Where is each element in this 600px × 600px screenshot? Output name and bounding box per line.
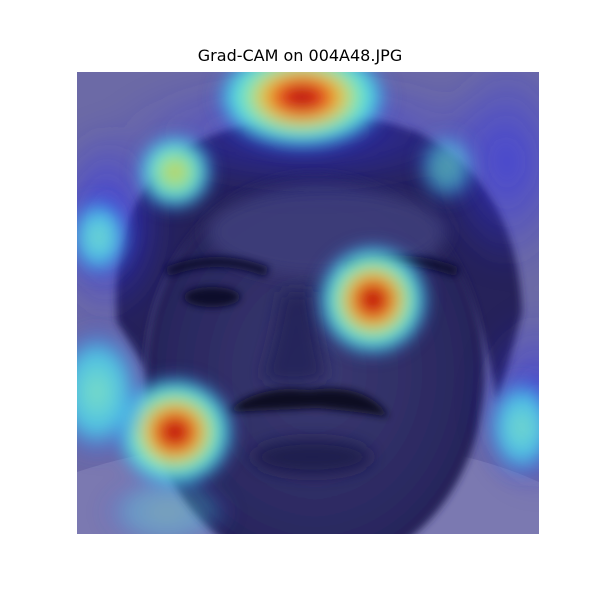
gradcam-overlay-image (77, 72, 539, 534)
figure-title: Grad-CAM on 004A48.JPG (197, 46, 403, 65)
gradcam-image (77, 72, 539, 534)
